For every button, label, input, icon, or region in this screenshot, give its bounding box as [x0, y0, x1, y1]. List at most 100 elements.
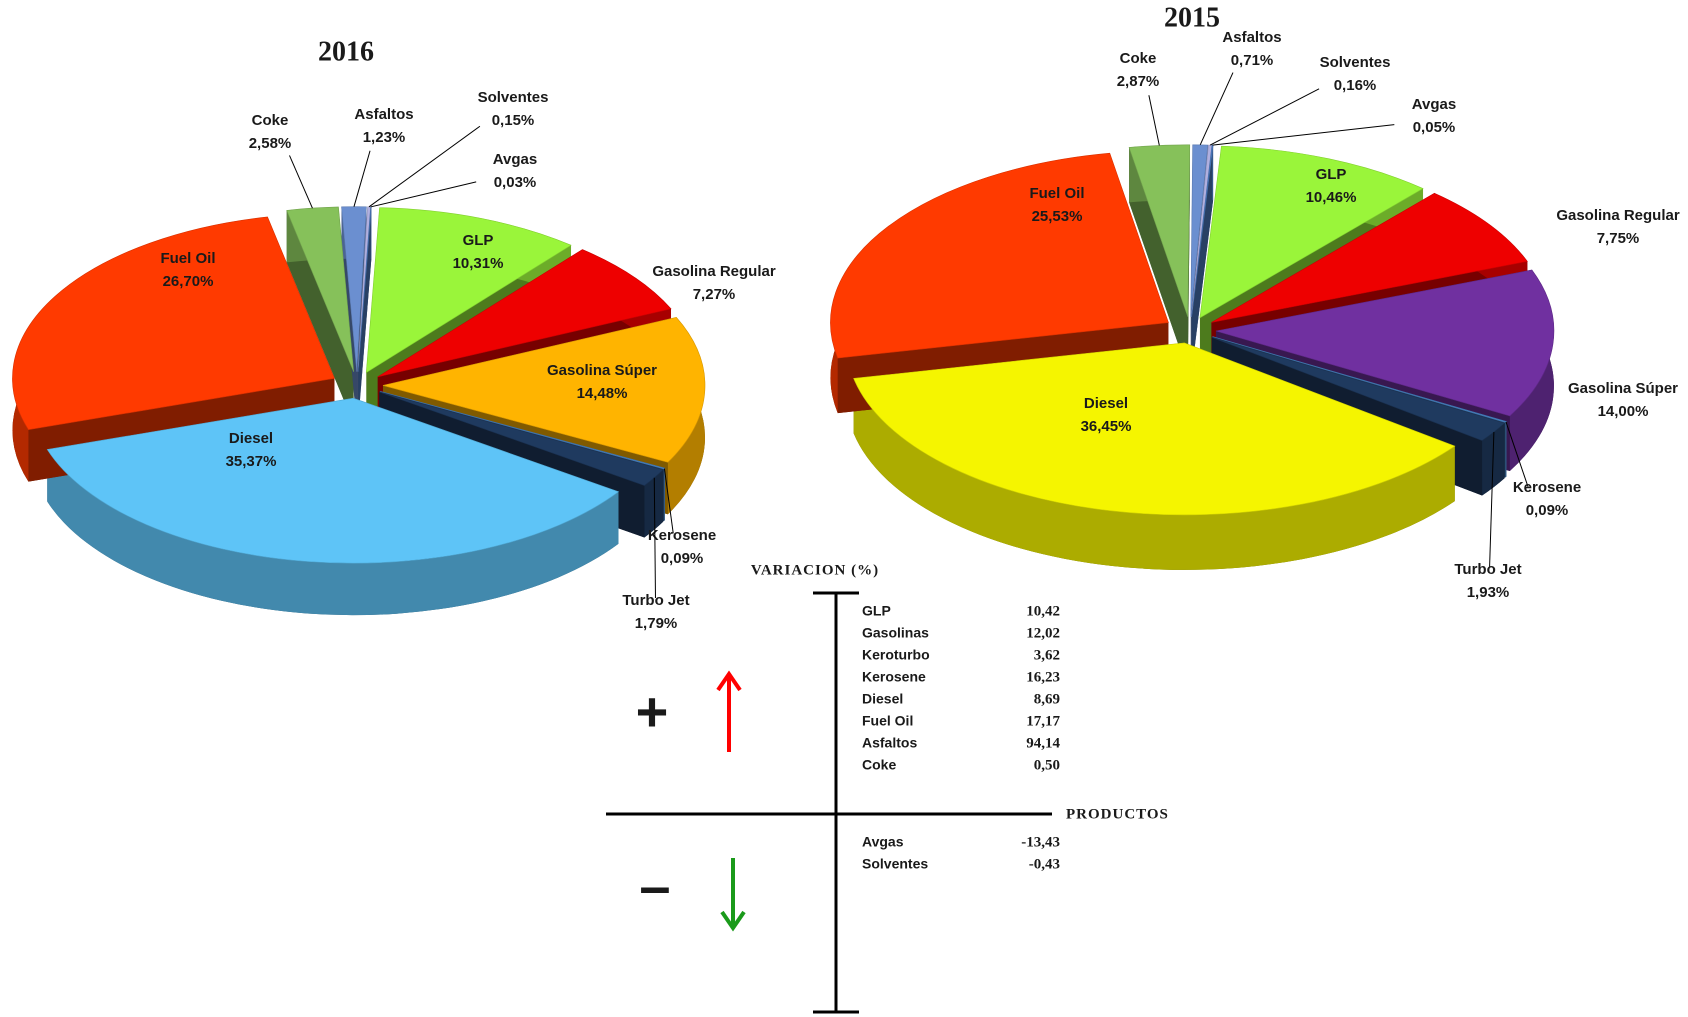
pie-tops — [830, 144, 1555, 516]
pie-slice — [1199, 145, 1424, 319]
value-label: 35,37% — [226, 453, 277, 470]
value-label: 26,70% — [163, 273, 214, 290]
axis-label: PRODUCTOS — [1066, 806, 1169, 822]
variation-value: -13,43 — [1021, 834, 1060, 850]
slice-label: Asfaltos 0,71% — [1222, 29, 1281, 69]
value-label: 1,79% — [635, 615, 678, 632]
slice-wall — [1505, 421, 1507, 478]
pie-slice — [830, 152, 1169, 359]
leader-line — [1505, 421, 1529, 488]
value-label: 0,09% — [661, 550, 704, 567]
slice-label: Gasolina Súper 14,00% — [1568, 380, 1678, 420]
slice-label: Avgas 0,05% — [1412, 96, 1456, 136]
product-name: Fuel Oil — [862, 713, 913, 729]
value-label: 1,23% — [363, 129, 406, 146]
pie-labels: Coke 2,87% Asfaltos 0,71% Solventes 0,16% Avga… — [1029, 29, 1679, 601]
slice-label: Coke 2,58% — [249, 112, 292, 152]
category-label: Diesel — [229, 430, 273, 447]
slice-wall — [853, 378, 1455, 570]
leader-line — [663, 468, 674, 534]
category-label: Coke — [252, 112, 289, 129]
slice-inner-side — [837, 153, 1169, 414]
value-label: 0,15% — [492, 112, 535, 129]
leader-line — [653, 477, 656, 599]
category-label: Fuel Oil — [160, 250, 215, 267]
category-label: Fuel Oil — [1029, 185, 1084, 202]
variation-value: 3,62 — [1034, 647, 1060, 663]
value-label: 10,31% — [453, 255, 504, 272]
variation-value: 16,23 — [1026, 669, 1060, 685]
value-label: 0,05% — [1413, 119, 1456, 136]
value-label: 1,93% — [1467, 584, 1510, 601]
leader-line — [1212, 124, 1395, 146]
variation-panel: VARIACION (%) PRODUCTOS + – GLP 10,42 Gaso… — [606, 562, 1169, 1014]
pie-charts: 2016 Coke 2,58% Asfaltos 1,23% Solventes 0,15%… — [12, 2, 1680, 632]
slice-label: GLP 10,31% — [453, 232, 504, 272]
variation-title: VARIACION (%) — [751, 562, 879, 578]
pie-slice — [341, 206, 367, 372]
slice-wall — [644, 469, 664, 538]
value-label: 0,16% — [1334, 77, 1377, 94]
slice-label: Fuel Oil 26,70% — [160, 250, 215, 290]
slice-label: Turbo Jet 1,79% — [622, 592, 689, 632]
pie-slice — [1211, 192, 1528, 323]
slice-label: Gasolina Regular 7,75% — [1556, 207, 1680, 247]
slice-wall — [664, 468, 665, 521]
slice-wall — [47, 449, 619, 616]
product-name: Keroturbo — [862, 647, 930, 663]
leader-line — [353, 150, 371, 207]
value-label: 2,87% — [1117, 73, 1160, 90]
category-label: Turbo Jet — [1454, 561, 1521, 578]
slice-label: Gasolina Súper 14,48% — [547, 362, 657, 402]
category-label: Asfaltos — [354, 106, 413, 123]
category-label: Diesel — [1084, 395, 1128, 412]
value-label: 0,09% — [1526, 502, 1569, 519]
category-label: Avgas — [493, 151, 537, 168]
slice-label: Coke 2,87% — [1117, 50, 1160, 90]
pie-slice — [1128, 144, 1191, 317]
leader-line — [1209, 88, 1320, 146]
category-label: Kerosene — [648, 527, 716, 544]
slice-label: Diesel 36,45% — [1081, 395, 1132, 435]
category-label: Solventes — [478, 89, 549, 106]
product-name: Kerosene — [862, 669, 926, 685]
chart-title: 2015 — [1164, 2, 1220, 33]
slice-wall — [370, 206, 372, 259]
product-name: Asfaltos — [862, 735, 917, 751]
pie-slice — [1212, 336, 1508, 423]
leader-line — [370, 181, 477, 208]
slice-label: Gasolina Regular 7,27% — [652, 263, 776, 303]
value-label: 36,45% — [1081, 418, 1132, 435]
slice-label: Solventes 0,16% — [1320, 54, 1391, 94]
plus-sign: + — [636, 680, 669, 743]
category-label: Coke — [1120, 50, 1157, 67]
slice-inner-side — [1129, 144, 1190, 372]
variation-value: 8,69 — [1034, 691, 1060, 707]
leader-line — [289, 155, 313, 209]
down-arrow-head — [720, 910, 746, 932]
variation-value: -0,43 — [1029, 856, 1060, 872]
pie-slice — [382, 317, 706, 463]
category-label: Gasolina Regular — [1556, 207, 1680, 224]
pie-slice — [12, 216, 335, 430]
leader-line — [1489, 431, 1495, 568]
variation-value: 0,50 — [1034, 757, 1060, 773]
leader-line — [1199, 72, 1234, 146]
product-name: Avgas — [862, 834, 904, 850]
category-label: Asfaltos — [1222, 29, 1281, 46]
product-name: Solventes — [862, 856, 928, 872]
pie-labels: Coke 2,58% Asfaltos 1,23% Solventes 0,15% Avga… — [160, 89, 775, 632]
slice-label: Kerosene 0,09% — [648, 527, 716, 567]
value-label: 25,53% — [1032, 208, 1083, 225]
slice-label: Diesel 35,37% — [226, 430, 277, 470]
category-label: Solventes — [1320, 54, 1391, 71]
slice-label: GLP 10,46% — [1306, 166, 1357, 206]
slice-label: Fuel Oil 25,53% — [1029, 185, 1084, 225]
slice-label: Kerosene 0,09% — [1513, 479, 1581, 519]
minus-sign: – — [639, 854, 670, 917]
slice-inner-side — [358, 206, 372, 424]
slice-wall — [1212, 145, 1214, 201]
pie-slice — [377, 249, 672, 378]
slice-label: Turbo Jet 1,93% — [1454, 561, 1521, 601]
category-label: Gasolina Regular — [652, 263, 776, 280]
